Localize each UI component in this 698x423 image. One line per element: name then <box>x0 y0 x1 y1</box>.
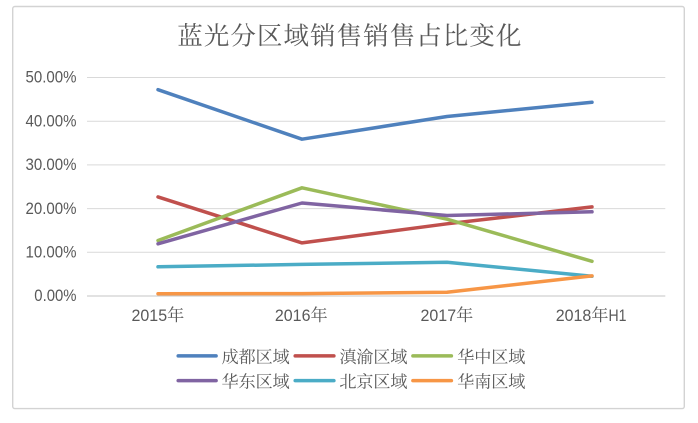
svg-text:30.00%: 30.00% <box>26 155 77 174</box>
svg-text:2015: 2015 <box>132 306 168 325</box>
svg-text:H1: H1 <box>609 306 627 325</box>
svg-text:2018: 2018 <box>556 306 592 325</box>
svg-text:2017: 2017 <box>421 306 457 325</box>
svg-text:20.00%: 20.00% <box>26 199 77 218</box>
svg-text:10.00%: 10.00% <box>26 243 77 262</box>
svg-text:50.00%: 50.00% <box>26 68 77 87</box>
svg-text:40.00%: 40.00% <box>26 111 77 130</box>
svg-text:0.00%: 0.00% <box>34 286 76 305</box>
svg-text:2016: 2016 <box>275 306 311 325</box>
